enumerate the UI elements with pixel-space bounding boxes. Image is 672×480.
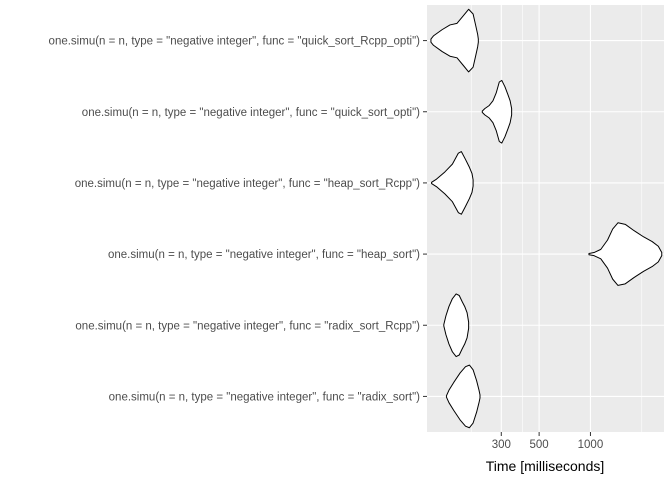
violin-3 (588, 222, 663, 286)
y-tick-label: one.simu(n = n, type = "negative integer… (82, 107, 420, 119)
y-tick-label: one.simu(n = n, type = "negative integer… (75, 320, 420, 332)
y-tick-label: one.simu(n = n, type = "negative integer… (75, 178, 420, 190)
x-tick-label: 1000 (578, 439, 604, 451)
x-tick-label: 500 (530, 439, 549, 451)
violin-4 (443, 293, 470, 358)
violin-2 (431, 151, 474, 215)
y-axis-labels: one.simu(n = n, type = "negative integer… (49, 36, 427, 403)
violin-5 (445, 364, 481, 429)
violin-0 (430, 8, 479, 73)
x-tick-label: 300 (492, 439, 511, 451)
violins (430, 8, 663, 429)
minor-grid (470, 5, 643, 432)
plot-panel (427, 5, 664, 432)
x-axis-ticks: 300 500 1000 (492, 432, 604, 451)
x-axis-title: Time [milliseconds] (486, 458, 605, 474)
y-tick-label: one.simu(n = n, type = "negative integer… (108, 249, 420, 261)
y-tick-label: one.simu(n = n, type = "negative integer… (109, 391, 421, 403)
violin-1 (481, 79, 513, 144)
y-tick-label: one.simu(n = n, type = "negative integer… (49, 36, 421, 48)
